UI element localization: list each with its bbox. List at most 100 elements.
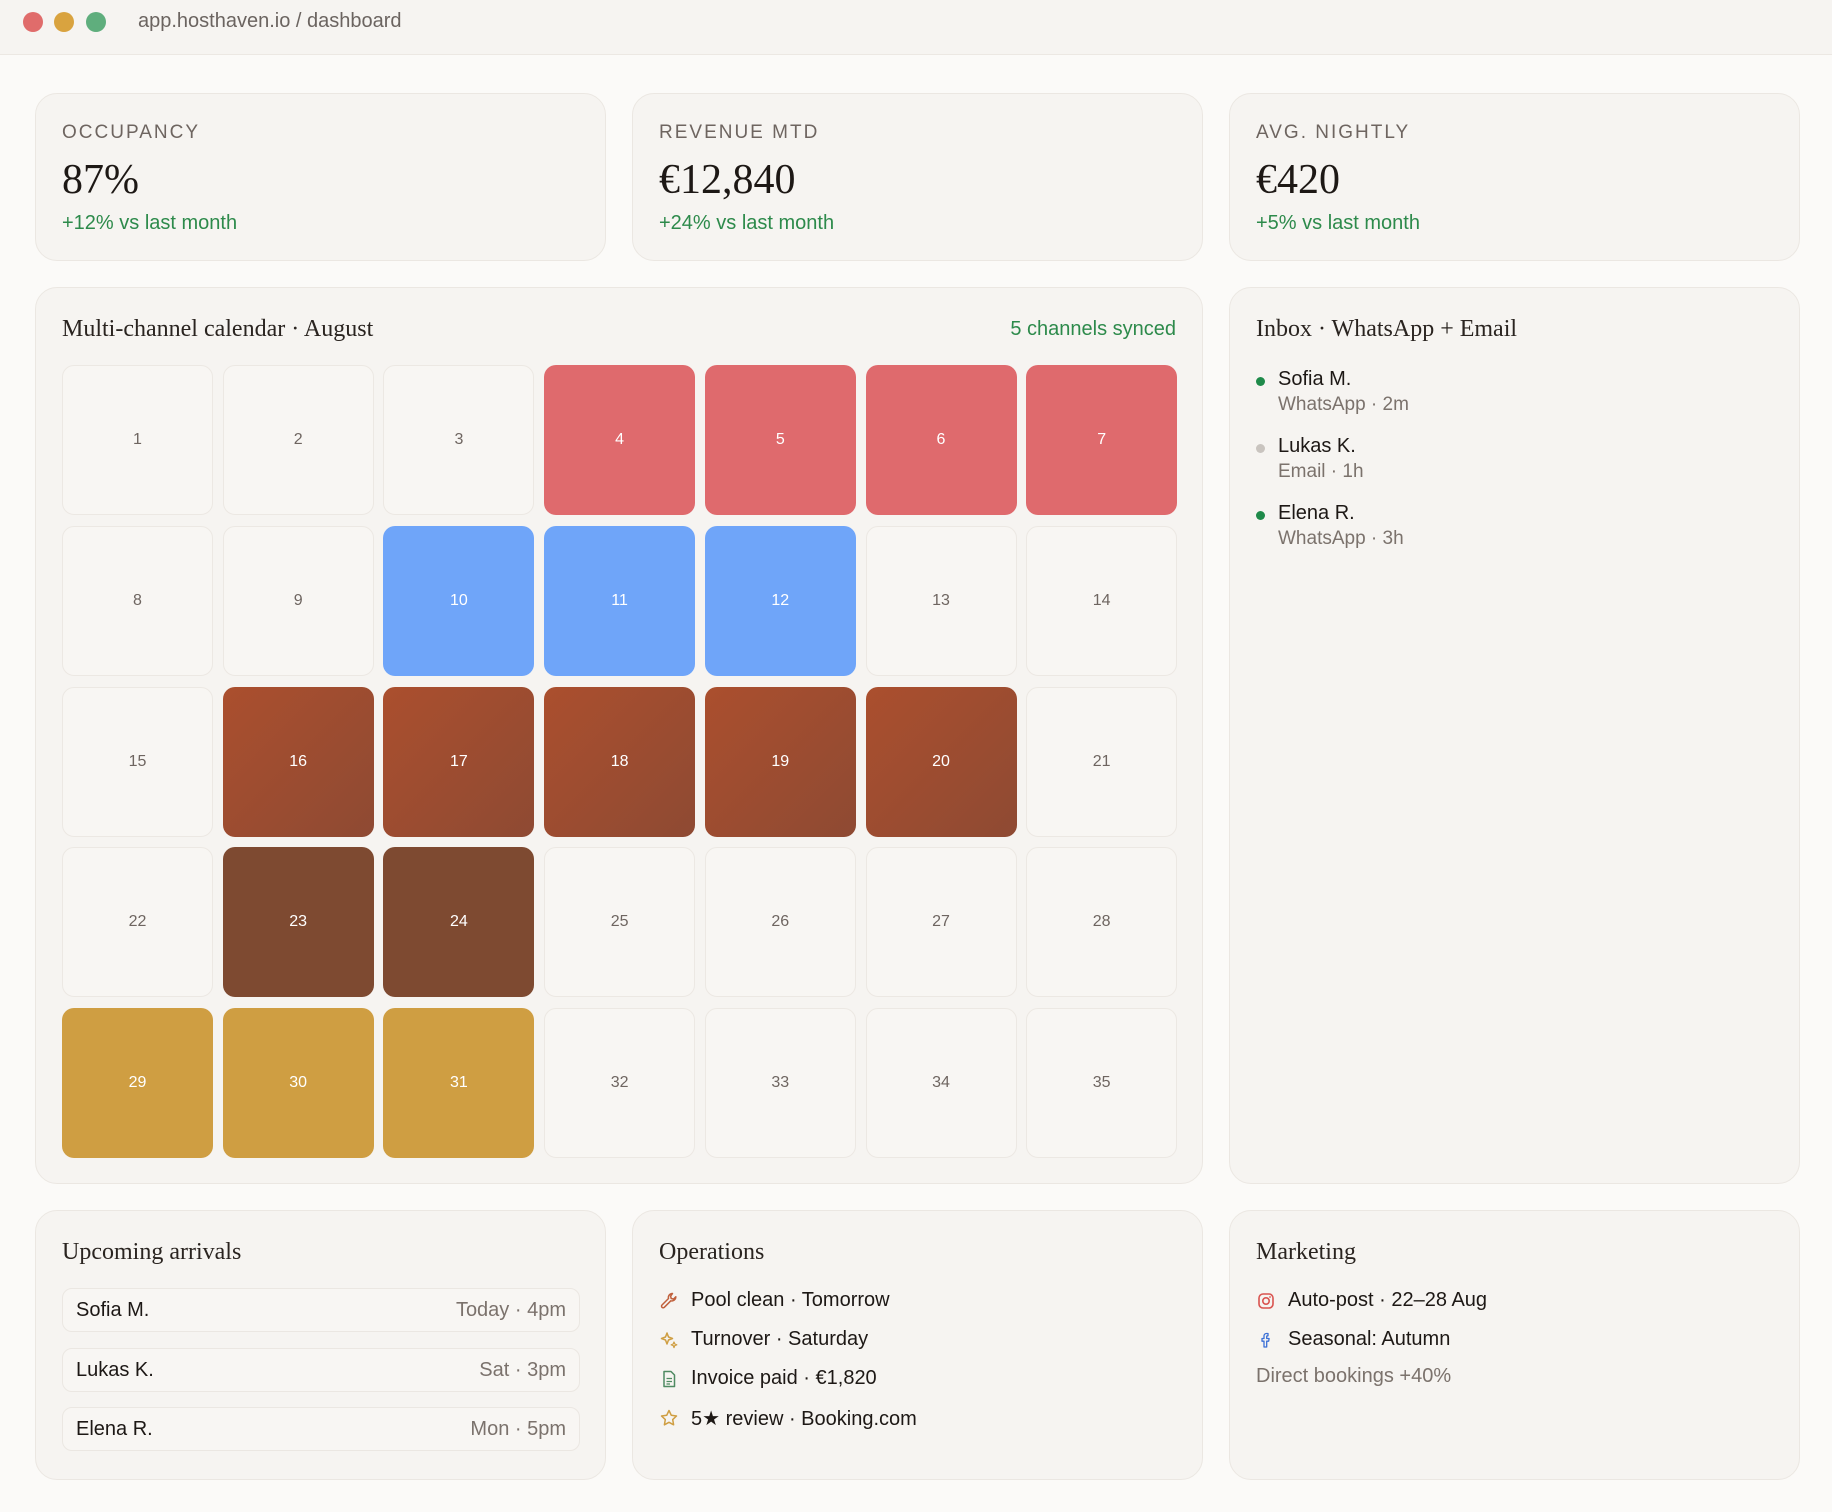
wrench-icon — [660, 1292, 677, 1309]
arrivals-title: Upcoming arrivals — [62, 1239, 242, 1265]
calendar-day-18[interactable]: 18 — [544, 686, 696, 837]
stat-delta: +24% vs last month — [659, 212, 835, 234]
stat-value: €12,840 — [659, 157, 796, 203]
stat-card-avg-nightly: AVG. NIGHTLY €420 +5% vs last month — [1229, 93, 1800, 261]
calendar-day-27[interactable]: 27 — [865, 847, 1017, 998]
instagram-icon — [1258, 1293, 1274, 1309]
operations-item[interactable]: Invoice paid · €1,820 — [659, 1367, 1159, 1393]
calendar-day-14[interactable]: 14 — [1026, 525, 1178, 676]
maximize-window-button[interactable] — [86, 12, 106, 32]
calendar-day-11[interactable]: 11 — [544, 525, 696, 676]
arrivals-card: Upcoming arrivals Sofia M. Today · 4pm L… — [35, 1210, 606, 1480]
sync-status: 5 channels synced — [1010, 318, 1176, 340]
calendar-day-21[interactable]: 21 — [1026, 686, 1178, 837]
calendar-day-22[interactable]: 22 — [62, 847, 213, 998]
calendar-day-2[interactable]: 2 — [222, 365, 374, 515]
calendar-day-34[interactable]: 34 — [865, 1008, 1017, 1159]
calendar-day-29[interactable]: 29 — [62, 1008, 213, 1159]
marketing-item[interactable]: Seasonal: Autumn — [1256, 1328, 1756, 1354]
stat-delta: +12% vs last month — [62, 212, 238, 234]
calendar-day-26[interactable]: 26 — [704, 847, 856, 998]
read-dot — [1256, 444, 1265, 453]
calendar-title: Multi-channel calendar · August — [62, 316, 374, 342]
marketing-note: Direct bookings +40% — [1256, 1365, 1452, 1387]
window-titlebar: app.hosthaven.io / dashboard — [0, 0, 1832, 55]
calendar-day-10[interactable]: 10 — [383, 525, 535, 676]
calendar-day-8[interactable]: 8 — [62, 525, 213, 676]
operations-item[interactable]: Pool clean · Tomorrow — [659, 1289, 1159, 1315]
arrival-row[interactable]: Sofia M. Today · 4pm — [62, 1288, 580, 1332]
calendar-day-6[interactable]: 6 — [865, 365, 1017, 515]
inbox-card: Inbox · WhatsApp + Email Sofia M. WhatsA… — [1229, 287, 1800, 1184]
calendar-day-30[interactable]: 30 — [222, 1008, 374, 1159]
inbox-message[interactable]: Lukas K. Email · 1h — [1256, 435, 1756, 487]
operations-title: Operations — [659, 1239, 765, 1265]
marketing-title: Marketing — [1256, 1239, 1356, 1265]
marketing-text: Auto-post · 22–28 Aug — [1288, 1289, 1488, 1311]
operations-text: Invoice paid · €1,820 — [691, 1367, 877, 1389]
inbox-title: Inbox · WhatsApp + Email — [1256, 316, 1518, 342]
calendar-day-23[interactable]: 23 — [222, 847, 374, 998]
inbox-message[interactable]: Sofia M. WhatsApp · 2m — [1256, 368, 1756, 420]
operations-text: 5★ review · Booking.com — [691, 1408, 917, 1430]
facebook-icon — [1261, 1332, 1270, 1348]
calendar-day-33[interactable]: 33 — [704, 1008, 856, 1159]
arrival-row[interactable]: Lukas K. Sat · 3pm — [62, 1348, 580, 1392]
calendar-day-9[interactable]: 9 — [222, 525, 374, 676]
stat-card-revenue: REVENUE MTD €12,840 +24% vs last month — [632, 93, 1203, 261]
stat-card-occupancy: OCCUPANCY 87% +12% vs last month — [35, 93, 606, 261]
calendar-day-15[interactable]: 15 — [62, 686, 213, 837]
arrival-guest: Elena R. — [76, 1418, 153, 1440]
marketing-card: Marketing Auto-post · 22–28 Aug Seasonal… — [1229, 1210, 1800, 1480]
arrival-row[interactable]: Elena R. Mon · 5pm — [62, 1407, 580, 1451]
calendar-day-28[interactable]: 28 — [1026, 847, 1178, 998]
calendar-day-7[interactable]: 7 — [1026, 365, 1178, 515]
stat-label: AVG. NIGHTLY — [1256, 122, 1411, 143]
arrival-time: Today · 4pm — [455, 1299, 566, 1321]
calendar-day-5[interactable]: 5 — [704, 365, 856, 515]
sparkle-icon — [660, 1332, 678, 1349]
arrival-time: Sat · 3pm — [479, 1359, 566, 1381]
calendar-day-35[interactable]: 35 — [1026, 1008, 1178, 1159]
message-sender: Lukas K. — [1278, 435, 1356, 457]
message-meta: WhatsApp · 2m — [1278, 394, 1409, 415]
calendar-day-31[interactable]: 31 — [383, 1008, 535, 1159]
calendar-day-3[interactable]: 3 — [383, 365, 535, 515]
calendar-day-4[interactable]: 4 — [544, 365, 696, 515]
message-sender: Sofia M. — [1278, 368, 1352, 390]
calendar-day-19[interactable]: 19 — [704, 686, 856, 837]
calendar-day-24[interactable]: 24 — [383, 847, 535, 998]
unread-dot — [1256, 511, 1265, 520]
stat-value: 87% — [62, 157, 139, 203]
calendar-day-32[interactable]: 32 — [544, 1008, 696, 1159]
stat-label: REVENUE MTD — [659, 122, 820, 143]
calendar-day-25[interactable]: 25 — [544, 847, 696, 998]
stat-value: €420 — [1256, 157, 1340, 203]
address-bar[interactable]: app.hosthaven.io / dashboard — [138, 10, 402, 32]
message-sender: Elena R. — [1278, 502, 1355, 524]
arrival-guest: Sofia M. — [76, 1299, 150, 1321]
calendar-day-17[interactable]: 17 — [383, 686, 535, 837]
marketing-item[interactable]: Auto-post · 22–28 Aug — [1256, 1289, 1756, 1315]
message-meta: WhatsApp · 3h — [1278, 528, 1404, 549]
calendar-day-16[interactable]: 16 — [222, 686, 374, 837]
operations-card: Operations Pool clean · Tomorrow Turnove… — [632, 1210, 1203, 1480]
close-window-button[interactable] — [23, 12, 43, 32]
inbox-message[interactable]: Elena R. WhatsApp · 3h — [1256, 502, 1756, 554]
operations-text: Turnover · Saturday — [691, 1328, 869, 1350]
operations-text: Pool clean · Tomorrow — [691, 1289, 890, 1311]
minimize-window-button[interactable] — [54, 12, 74, 32]
calendar-day-1[interactable]: 1 — [62, 365, 213, 515]
stat-delta: +5% vs last month — [1256, 212, 1420, 234]
unread-dot — [1256, 377, 1265, 386]
operations-item[interactable]: Turnover · Saturday — [659, 1328, 1159, 1354]
stat-label: OCCUPANCY — [62, 122, 200, 143]
star-icon — [660, 1409, 678, 1426]
calendar-day-13[interactable]: 13 — [865, 525, 1017, 676]
calendar-day-12[interactable]: 12 — [704, 525, 856, 676]
calendar-day-20[interactable]: 20 — [865, 686, 1017, 837]
document-icon — [663, 1370, 676, 1388]
operations-item[interactable]: 5★ review · Booking.com — [659, 1406, 1159, 1432]
calendar-card: Multi-channel calendar · August 5 channe… — [35, 287, 1203, 1184]
arrival-time: Mon · 5pm — [470, 1418, 566, 1440]
